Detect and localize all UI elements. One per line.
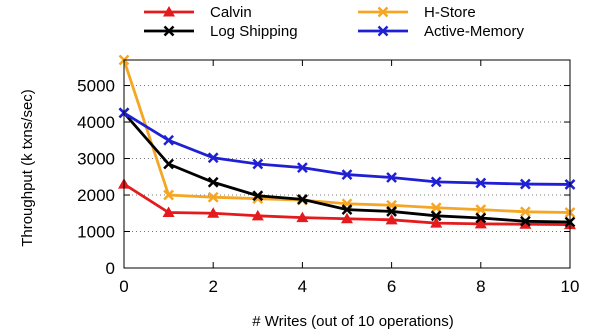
series-line-h-store bbox=[122, 59, 571, 214]
y-tick-label: 2000 bbox=[77, 186, 115, 205]
legend-label: Log Shipping bbox=[210, 23, 298, 40]
y-axis-label: Throughput (k txns/sec) bbox=[19, 89, 36, 247]
data-point-log-shipping bbox=[207, 176, 219, 188]
x-tick-label: 2 bbox=[208, 277, 217, 296]
axis-ticks: 0 1000 2000 3000 4000 5000 0 2 4 6 8 10 bbox=[77, 60, 579, 296]
data-point-calvin bbox=[474, 217, 487, 229]
data-point-calvin bbox=[430, 217, 443, 228]
x-tick-label: 4 bbox=[298, 277, 307, 296]
data-point-log-shipping bbox=[520, 215, 531, 227]
legend-item-active-memory: Active-Memory bbox=[358, 23, 525, 40]
data-point-calvin bbox=[519, 218, 532, 229]
data-point-h-store bbox=[520, 206, 531, 218]
data-point-calvin bbox=[341, 212, 353, 224]
legend-label: Active-Memory bbox=[424, 23, 525, 40]
data-point-active-memory bbox=[520, 178, 531, 190]
series-layer bbox=[118, 54, 576, 230]
legend-marker bbox=[163, 6, 175, 17]
data-point-active-memory bbox=[252, 158, 264, 170]
x-tick-label: 0 bbox=[119, 277, 128, 296]
data-point-h-store bbox=[475, 204, 487, 215]
plot-frame bbox=[123, 59, 571, 269]
data-point-log-shipping bbox=[475, 212, 487, 224]
data-point-calvin bbox=[296, 211, 309, 223]
x-tick-label: 8 bbox=[476, 277, 485, 296]
data-point-h-store bbox=[163, 189, 174, 201]
data-point-log-shipping bbox=[430, 210, 442, 222]
data-point-log-shipping bbox=[163, 158, 174, 170]
x-tick-label: 10 bbox=[561, 277, 580, 296]
data-point-active-memory bbox=[207, 152, 219, 164]
y-tick-label: 0 bbox=[106, 259, 115, 278]
legend-item-h-store: H-Store bbox=[358, 4, 476, 21]
data-point-calvin bbox=[207, 207, 220, 218]
legend-marker bbox=[163, 25, 175, 37]
data-point-h-store bbox=[430, 202, 442, 214]
series-line-log-shipping bbox=[122, 111, 571, 224]
y-tick-label: 3000 bbox=[77, 150, 115, 169]
y-tick-label: 4000 bbox=[77, 113, 115, 132]
data-point-calvin bbox=[251, 209, 264, 221]
data-point-log-shipping bbox=[297, 194, 308, 205]
series-h-store bbox=[118, 54, 576, 218]
legend-marker bbox=[377, 6, 389, 18]
legend-label: H-Store bbox=[424, 4, 476, 21]
data-point-h-store bbox=[207, 191, 219, 203]
data-point-active-memory bbox=[341, 169, 353, 180]
x-tick-label: 6 bbox=[387, 277, 396, 296]
legend: Calvin H-Store Log Shipping Active-Memory bbox=[144, 4, 525, 40]
data-point-log-shipping bbox=[252, 190, 264, 202]
data-point-active-memory bbox=[475, 177, 487, 189]
y-tick-label: 5000 bbox=[77, 77, 115, 96]
data-point-log-shipping bbox=[341, 204, 353, 215]
data-point-calvin bbox=[162, 206, 175, 218]
legend-label: Calvin bbox=[210, 4, 252, 21]
series-log-shipping bbox=[118, 107, 576, 228]
data-point-active-memory bbox=[386, 172, 397, 183]
data-point-calvin bbox=[385, 213, 398, 225]
data-point-log-shipping bbox=[386, 206, 397, 217]
series-active-memory bbox=[118, 107, 576, 190]
data-point-active-memory bbox=[297, 162, 308, 174]
y-tick-label: 1000 bbox=[77, 223, 115, 242]
legend-item-calvin: Calvin bbox=[144, 4, 252, 21]
legend-marker bbox=[377, 25, 389, 37]
x-axis-label: # Writes (out of 10 operations) bbox=[252, 313, 454, 330]
legend-item-log-shipping: Log Shipping bbox=[144, 23, 298, 40]
data-point-active-memory bbox=[430, 176, 442, 188]
data-point-active-memory bbox=[163, 134, 174, 146]
